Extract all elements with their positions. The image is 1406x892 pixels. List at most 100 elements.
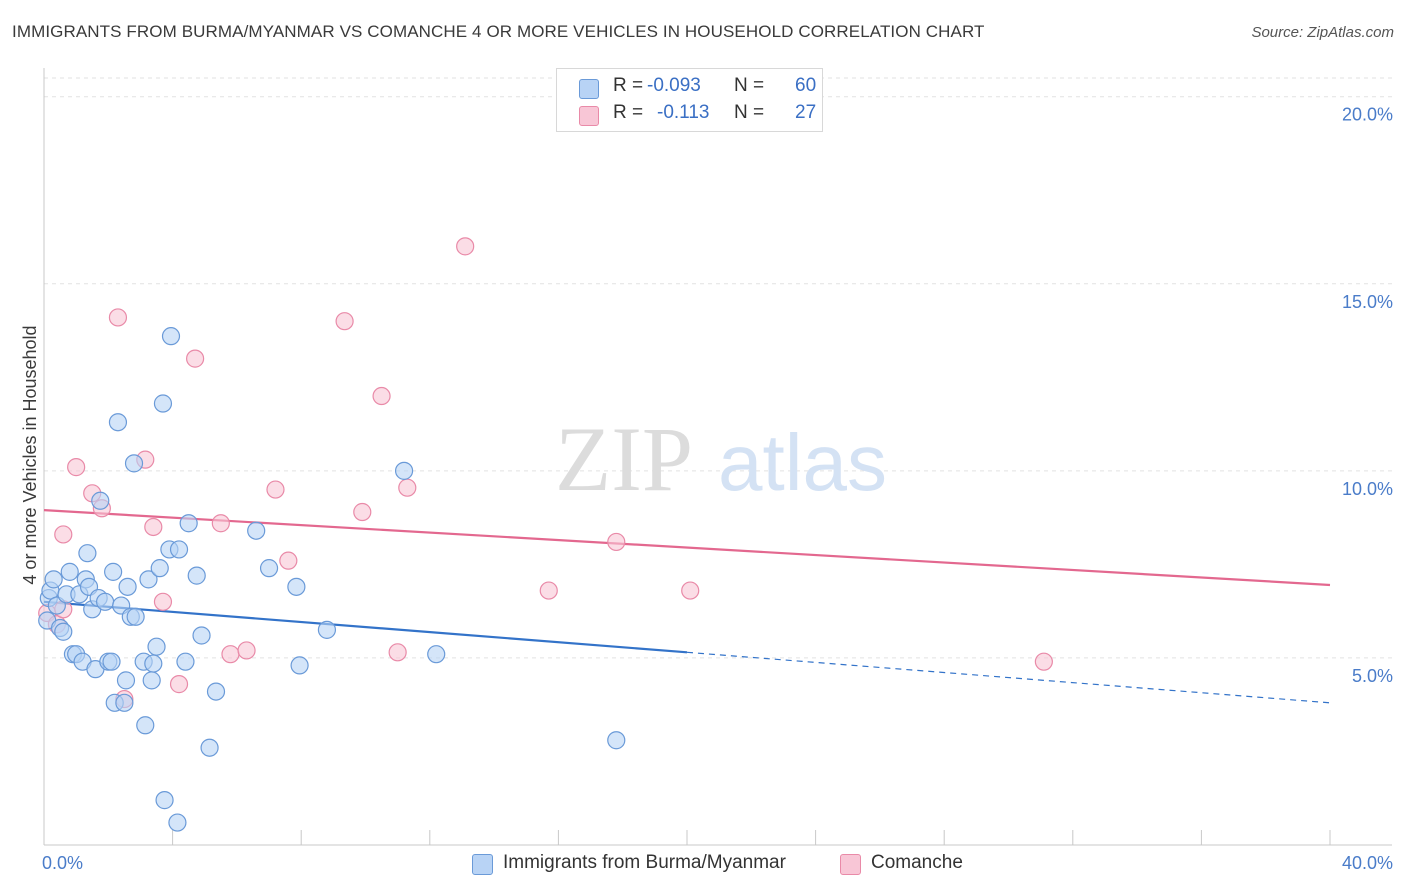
point-burma — [150, 559, 169, 578]
trend-lines — [43, 509, 1331, 704]
point-burma — [144, 654, 163, 673]
point-burma — [115, 693, 134, 712]
axes — [43, 68, 1392, 846]
point-comanche — [67, 458, 86, 477]
point-burma — [153, 394, 173, 413]
point-comanche — [335, 312, 354, 331]
point-burma — [118, 577, 137, 596]
watermark-zip: ZIP — [555, 408, 693, 510]
point-burma — [206, 682, 226, 701]
point-comanche — [607, 532, 626, 552]
point-comanche — [539, 581, 558, 600]
point-comanche — [211, 514, 230, 533]
point-comanche — [54, 525, 73, 544]
point-burma — [108, 413, 128, 432]
n-label: N = — [734, 102, 765, 123]
tick-labels: 5.0% 10.0% 15.0% 20.0% 0.0% 40.0% — [42, 105, 1393, 873]
point-comanche — [456, 237, 475, 256]
point-burma — [169, 540, 189, 559]
legend-swatch-comanche — [579, 106, 599, 126]
legend-swatch-burma — [472, 854, 493, 875]
point-burma — [44, 570, 63, 589]
n-value: 27 — [795, 102, 817, 123]
n-value: 60 — [795, 75, 817, 96]
point-burma — [179, 514, 198, 533]
point-burma — [54, 622, 73, 641]
point-comanche — [372, 386, 391, 406]
point-burma — [78, 544, 97, 563]
point-comanche — [279, 551, 298, 570]
point-burma — [290, 656, 309, 675]
y-tick-label: 5.0% — [1352, 666, 1393, 686]
data-points — [38, 237, 1053, 832]
point-comanche — [681, 581, 700, 600]
trend-line-burma — [43, 600, 688, 654]
trend-line-burma-extrapolated — [686, 651, 1331, 704]
y-tick-label: 20.0% — [1342, 105, 1393, 125]
r-label: R = — [613, 75, 644, 96]
watermark-atlas: atlas — [718, 418, 887, 507]
point-burma — [161, 327, 181, 346]
point-burma — [187, 566, 206, 585]
point-comanche — [108, 308, 128, 327]
point-burma — [192, 626, 211, 645]
stats-legend: R = -0.093 N = 60 R = -0.113 N = 27 — [556, 68, 823, 132]
y-tick-label: 15.0% — [1342, 292, 1393, 312]
point-comanche — [266, 480, 285, 499]
point-burma — [427, 645, 446, 664]
point-burma — [116, 671, 136, 690]
watermark: ZIP atlas — [555, 408, 887, 510]
point-burma — [142, 671, 161, 690]
point-burma — [247, 521, 266, 540]
point-burma — [317, 620, 337, 639]
series-legend: Immigrants from Burma/Myanmar Comanche — [0, 851, 1406, 877]
point-burma — [60, 562, 79, 581]
r-value: -0.093 — [647, 75, 701, 96]
point-burma — [136, 716, 155, 735]
point-burma — [259, 559, 279, 578]
stats-row-comanche: R = -0.113 N = 27 — [579, 102, 816, 128]
r-value: -0.113 — [657, 102, 710, 123]
point-comanche — [144, 517, 163, 537]
point-comanche — [1034, 652, 1053, 671]
point-burma — [168, 813, 187, 832]
legend-swatch-comanche — [840, 854, 861, 875]
point-burma — [95, 592, 115, 611]
point-burma — [176, 652, 195, 671]
point-comanche — [153, 592, 173, 611]
y-axis-label: 4 or more Vehicles in Household — [20, 325, 40, 584]
point-burma — [394, 461, 414, 480]
point-burma — [124, 454, 144, 473]
r-label: R = — [613, 102, 644, 123]
point-burma — [126, 607, 145, 626]
point-burma — [147, 637, 166, 656]
gridlines — [44, 77, 1392, 659]
point-burma — [104, 562, 123, 581]
legend-label-comanche: Comanche — [871, 852, 963, 873]
point-burma — [155, 791, 174, 810]
y-tick-label: 10.0% — [1342, 479, 1393, 499]
legend-label-burma: Immigrants from Burma/Myanmar — [503, 852, 786, 873]
x-tick-label: 40.0% — [1342, 853, 1393, 873]
point-burma — [102, 652, 121, 671]
point-comanche — [237, 641, 256, 660]
point-comanche — [186, 349, 205, 368]
point-comanche — [221, 645, 240, 664]
n-label: N = — [734, 75, 765, 96]
stats-row-burma: R = -0.093 N = 60 — [579, 75, 816, 101]
point-comanche — [169, 675, 189, 694]
point-comanche — [388, 643, 407, 662]
source-label: Source: ZipAtlas.com — [1251, 24, 1394, 41]
legend-swatch-burma — [579, 79, 599, 99]
trend-line-comanche — [43, 509, 1331, 587]
point-comanche — [398, 478, 417, 497]
point-burma — [91, 491, 110, 510]
x-tick-label: 0.0% — [42, 853, 83, 873]
point-burma — [287, 577, 306, 596]
chart-title: IMMIGRANTS FROM BURMA/MYANMAR VS COMANCH… — [12, 22, 985, 41]
point-burma — [607, 731, 626, 750]
point-burma — [139, 570, 158, 589]
point-comanche — [353, 502, 372, 522]
point-burma — [200, 738, 219, 757]
